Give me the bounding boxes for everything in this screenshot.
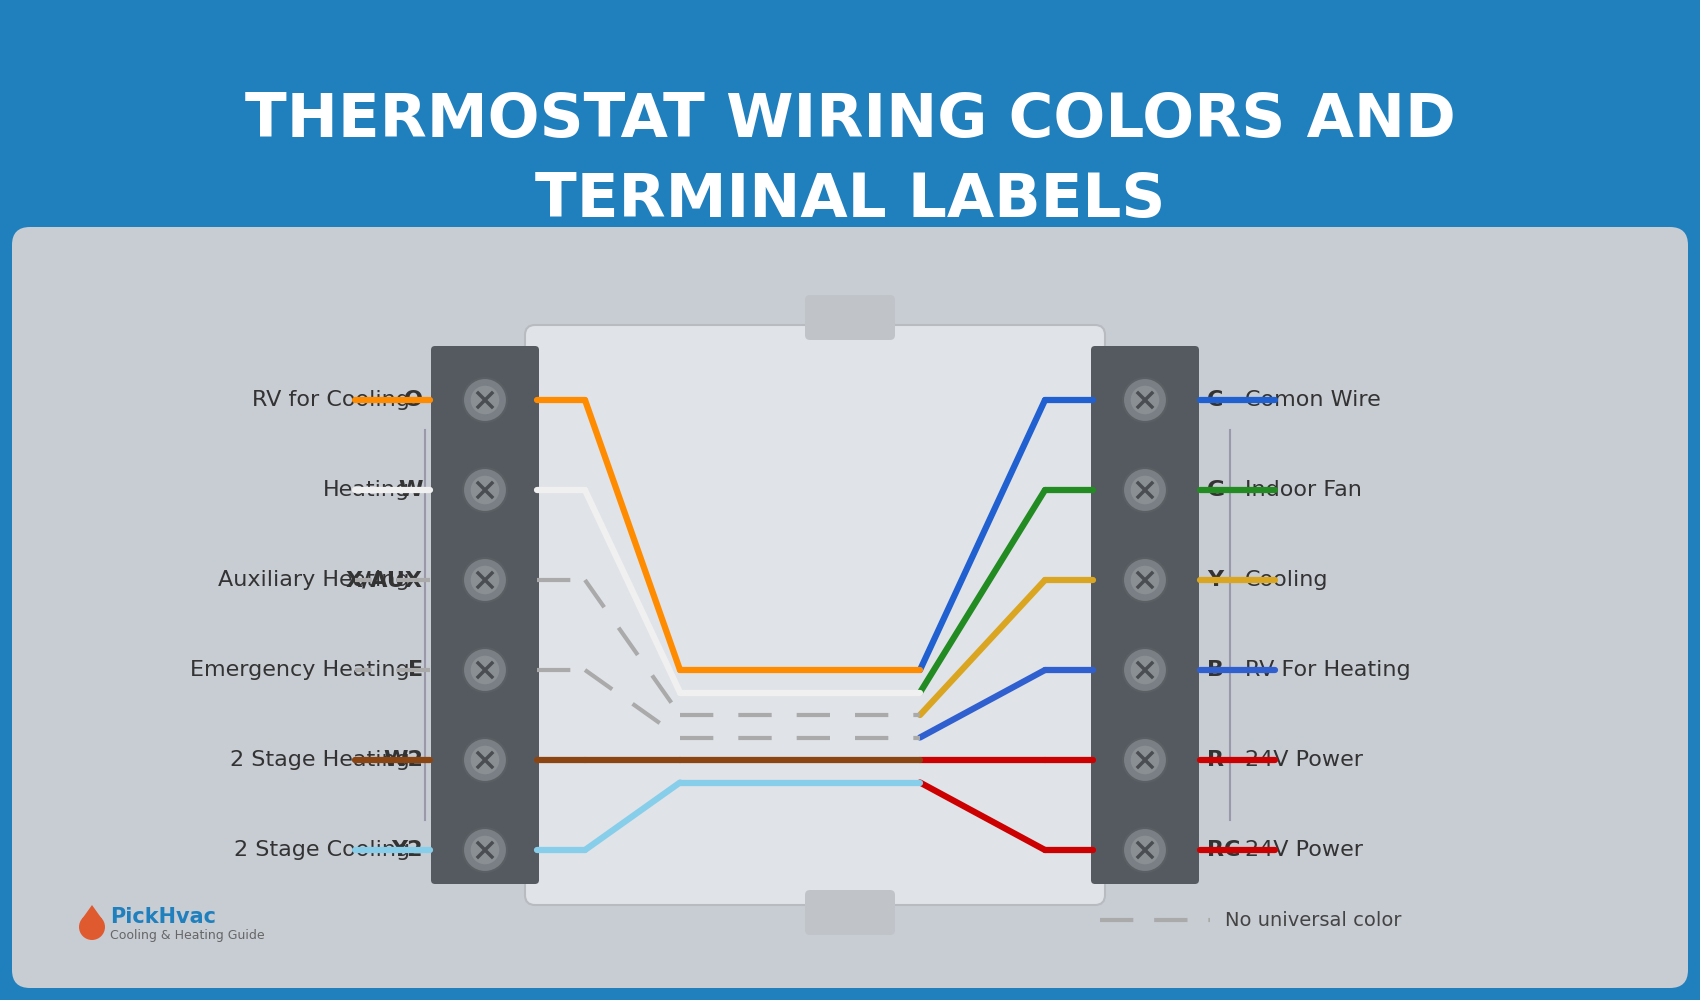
Text: E: E (408, 660, 423, 680)
Text: RV For Heating: RV For Heating (1244, 660, 1411, 680)
Text: O: O (405, 390, 423, 410)
Text: X/AUX: X/AUX (347, 570, 423, 590)
Circle shape (471, 656, 500, 684)
Circle shape (1130, 836, 1159, 864)
Circle shape (462, 468, 507, 512)
Text: 24V Power: 24V Power (1244, 750, 1363, 770)
Circle shape (1124, 558, 1166, 602)
Circle shape (78, 914, 105, 940)
Circle shape (1130, 386, 1159, 414)
FancyBboxPatch shape (806, 295, 894, 340)
Text: 24V Power: 24V Power (1244, 840, 1363, 860)
Circle shape (471, 386, 500, 414)
FancyBboxPatch shape (1091, 346, 1198, 884)
Text: PickHvac: PickHvac (110, 907, 216, 927)
Text: TERMINAL LABELS: TERMINAL LABELS (536, 170, 1164, 230)
Circle shape (462, 378, 507, 422)
Circle shape (1124, 468, 1166, 512)
Circle shape (471, 836, 500, 864)
Polygon shape (82, 905, 102, 919)
Text: Y: Y (1207, 570, 1222, 590)
Circle shape (471, 566, 500, 594)
Circle shape (1124, 828, 1166, 872)
Text: G: G (1207, 480, 1226, 500)
Circle shape (462, 828, 507, 872)
Text: W2: W2 (382, 750, 423, 770)
FancyBboxPatch shape (525, 325, 1105, 905)
Text: W: W (398, 480, 423, 500)
Text: 2 Stage Cooling: 2 Stage Cooling (235, 840, 410, 860)
Text: Auxiliary Heating: Auxiliary Heating (219, 570, 410, 590)
Circle shape (1130, 566, 1159, 594)
Text: No universal color: No universal color (1226, 910, 1401, 930)
Circle shape (462, 648, 507, 692)
Text: Emergency Heating: Emergency Heating (190, 660, 410, 680)
FancyBboxPatch shape (432, 346, 539, 884)
Text: C: C (1207, 390, 1224, 410)
Circle shape (1124, 378, 1166, 422)
Text: RV for Cooling: RV for Cooling (252, 390, 410, 410)
Circle shape (1124, 648, 1166, 692)
Text: Cooling & Heating Guide: Cooling & Heating Guide (110, 930, 265, 942)
Text: Comon Wire: Comon Wire (1244, 390, 1380, 410)
Text: 2 Stage Heating: 2 Stage Heating (230, 750, 410, 770)
Text: Indoor Fan: Indoor Fan (1244, 480, 1362, 500)
FancyBboxPatch shape (806, 890, 894, 935)
Text: THERMOSTAT WIRING COLORS AND: THERMOSTAT WIRING COLORS AND (245, 91, 1455, 149)
Circle shape (462, 558, 507, 602)
Circle shape (1130, 656, 1159, 684)
Circle shape (471, 746, 500, 774)
Text: Cooling: Cooling (1244, 570, 1328, 590)
Text: RC: RC (1207, 840, 1241, 860)
Circle shape (462, 738, 507, 782)
Circle shape (1130, 476, 1159, 504)
Text: R: R (1207, 750, 1224, 770)
Circle shape (1124, 738, 1166, 782)
Text: Heating: Heating (323, 480, 410, 500)
Circle shape (471, 476, 500, 504)
Text: Y2: Y2 (391, 840, 423, 860)
FancyBboxPatch shape (12, 227, 1688, 988)
Text: B: B (1207, 660, 1224, 680)
Circle shape (1130, 746, 1159, 774)
